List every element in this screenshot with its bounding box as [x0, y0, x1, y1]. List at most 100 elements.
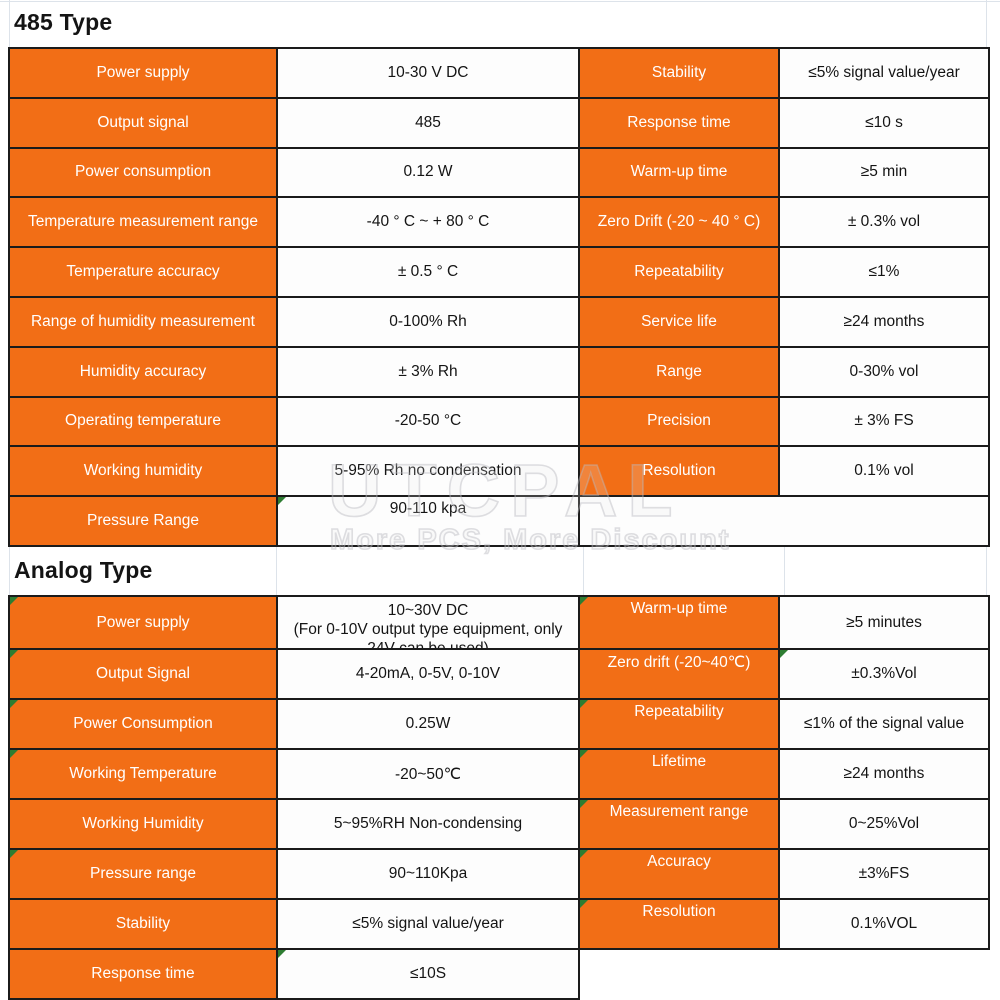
- spec-value-cell: 0.1% vol: [778, 445, 990, 498]
- spec-text: ≥24 months: [843, 765, 925, 782]
- gridline: [9, 0, 10, 47]
- gridline: [986, 0, 987, 47]
- spec-text: ≤1%: [868, 263, 900, 281]
- comment-marker-icon: [581, 901, 588, 908]
- spec-text: ≤1% of the signal value: [803, 715, 965, 732]
- spec-value-cell: 90~110Kpa: [276, 848, 580, 900]
- gridline: [986, 547, 987, 595]
- spec-text: 0.25W: [405, 715, 451, 732]
- spec-value-cell: ≤5% signal value/year: [276, 898, 580, 950]
- spec-text: 0~25%Vol: [848, 815, 920, 832]
- spec-text: Accuracy: [647, 853, 711, 870]
- analog-type-spec-table: Power supply 10~30V DC (For 0-10V output t…: [8, 595, 990, 1000]
- spec-text: Pressure range: [90, 865, 196, 882]
- spec-row: Operating temperature -20-50 °C Precision ±…: [8, 395, 990, 448]
- spec-label-cell: Humidity accuracy: [8, 345, 278, 398]
- spec-empty-cell: [578, 495, 990, 547]
- spec-text: Power supply: [96, 63, 190, 81]
- spec-text: Warm-up time: [630, 600, 728, 617]
- spec-label-cell: Temperature measurement range: [8, 196, 278, 249]
- spec-text: Temperature accuracy: [66, 263, 220, 281]
- spec-text: Range of humidity measurement: [30, 312, 255, 330]
- spec-label-cell: Range of humidity measurement: [8, 295, 278, 348]
- spec-text: Operating temperature: [65, 412, 221, 430]
- spec-label-cell: Response time: [578, 96, 780, 149]
- spec-value-cell: -20-50 °C: [276, 395, 580, 448]
- spec-text: Repeatability: [634, 263, 724, 281]
- spec-text: Service life: [641, 312, 717, 330]
- spec-label-cell: Power consumption: [8, 146, 278, 199]
- spec-text: Temperature measurement range: [27, 213, 259, 231]
- spec-value-cell: 4-20mA, 0-5V, 0-10V: [276, 648, 580, 700]
- spec-value-cell: 5~95%RH Non-condensing: [276, 798, 580, 850]
- spec-label-cell: Precision: [578, 395, 780, 448]
- spec-value-cell: ≥5 minutes: [778, 595, 990, 650]
- spec-text: Zero drift (-20~40℃): [607, 654, 751, 671]
- comment-marker-icon: [279, 498, 286, 506]
- spec-text: Range: [656, 362, 702, 380]
- spec-label-cell: Service life: [578, 295, 780, 348]
- spec-text: ± 3% FS: [854, 412, 914, 430]
- spec-text: 10-30 V DC: [387, 63, 469, 81]
- spec-label-cell: Lifetime: [578, 748, 780, 800]
- spec-label-cell: Response time: [8, 948, 278, 1000]
- spec-label-cell: Output signal: [8, 96, 278, 149]
- spec-text: Measurement range: [609, 803, 749, 820]
- spec-row: Pressure Range 90-110 kpa: [8, 495, 990, 547]
- gridline: [583, 547, 584, 595]
- spec-value-cell: 0.1%VOL: [778, 898, 990, 950]
- spec-label-cell: Pressure Range: [8, 495, 278, 547]
- spec-text: Resolution: [642, 903, 716, 920]
- spec-label-cell: Warm-up time: [578, 146, 780, 199]
- spec-value-cell: 90-110 kpa: [276, 495, 580, 547]
- spec-text: -40 ° C ~ + 80 ° C: [366, 213, 490, 231]
- spec-label-cell: Zero drift (-20~40℃): [578, 648, 780, 700]
- spec-text: ≥5 minutes: [846, 613, 922, 631]
- spec-label-cell: Power Consumption: [8, 698, 278, 750]
- spec-text: 0-30% vol: [849, 362, 919, 380]
- spec-value-cell: -40 ° C ~ + 80 ° C: [276, 196, 580, 249]
- spec-value-cell: ≥5 min: [778, 146, 990, 199]
- spec-value-cell: 10~30V DC (For 0-10V output type equipmen…: [276, 595, 580, 650]
- spec-text: Repeatability: [634, 703, 724, 720]
- comment-marker-icon: [581, 751, 588, 758]
- spec-row: Temperature accuracy ± 0.5 ° C Repeatabili…: [8, 246, 990, 298]
- spec-text: Working Temperature: [69, 765, 217, 782]
- spec-value-cell: 5-95% Rh no condensation: [276, 445, 580, 498]
- spec-row: Power supply 10-30 V DC Stability ≤5% signa…: [8, 47, 990, 99]
- spec-value-cell: ≥24 months: [778, 295, 990, 348]
- comment-marker-icon: [781, 651, 788, 658]
- spec-text: Precision: [647, 412, 711, 430]
- 485-type-spec-table: Power supply 10-30 V DC Stability ≤5% signa…: [8, 47, 990, 547]
- spec-value-cell: ≤10S: [276, 948, 580, 1000]
- spec-label-cell: Range: [578, 345, 780, 398]
- spec-label-cell: Pressure range: [8, 848, 278, 900]
- spec-label-cell: Power supply: [8, 47, 278, 99]
- spec-text: ≤10S: [409, 965, 447, 982]
- comment-marker-icon: [11, 851, 18, 858]
- spec-label-cell: Resolution: [578, 898, 780, 950]
- spec-label-cell: Stability: [8, 898, 278, 950]
- spec-text: -20-50 °C: [394, 412, 462, 430]
- spec-row: Working humidity 5-95% Rh no condensation…: [8, 445, 990, 498]
- comment-marker-icon: [581, 801, 588, 808]
- spec-text: Resolution: [642, 462, 716, 480]
- spec-text: ≥24 months: [843, 312, 925, 330]
- spec-value-cell: ±3%FS: [778, 848, 990, 900]
- spec-value-cell: ≤10 s: [778, 96, 990, 149]
- section-title-analog: Analog Type: [14, 557, 153, 583]
- spec-text: Stability: [115, 915, 171, 932]
- spec-text: 5~95%RH Non-condensing: [333, 815, 523, 832]
- spec-text: -20~50℃: [394, 765, 462, 783]
- spec-text: 0.1%VOL: [850, 915, 918, 932]
- spec-text: ±3%FS: [858, 865, 910, 882]
- spec-text: ≤5% signal value/year: [352, 915, 504, 932]
- spec-text: ≤10 s: [865, 113, 903, 131]
- spec-label-cell: Stability: [578, 47, 780, 99]
- spec-value-cell: 0.25W: [276, 698, 580, 750]
- spec-label-cell: Warm-up time: [578, 595, 780, 650]
- spec-value-cell: 0-100% Rh: [276, 295, 580, 348]
- spec-value-cell: ≤1%: [778, 246, 990, 298]
- spec-text: 0.12 W: [403, 163, 453, 181]
- gridline: [784, 547, 785, 595]
